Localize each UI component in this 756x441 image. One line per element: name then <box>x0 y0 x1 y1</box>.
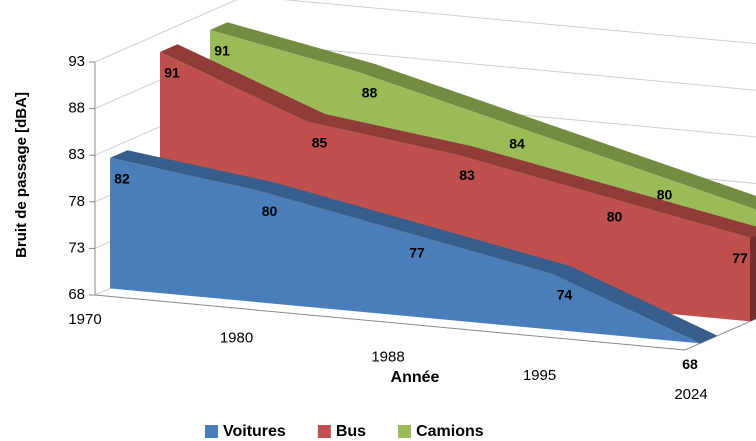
y-tick-label: 88 <box>68 100 85 117</box>
area-side <box>750 234 756 322</box>
x-tick-label: 1988 <box>371 348 404 365</box>
y-tick-label: 93 <box>68 53 85 70</box>
legend-swatch <box>317 425 331 438</box>
data-label: 82 <box>114 171 130 187</box>
data-label: 83 <box>459 167 475 183</box>
data-label: 84 <box>509 135 525 151</box>
data-label: 80 <box>657 187 673 203</box>
y-axis-title: Bruit de passage [dBA] <box>13 92 30 258</box>
data-label: 91 <box>164 65 180 81</box>
data-label: 77 <box>409 245 425 261</box>
legend-label: Bus <box>336 423 366 440</box>
legend-label: Camions <box>416 423 484 440</box>
legend-swatch <box>205 425 218 438</box>
data-label: 85 <box>312 134 328 150</box>
data-label: 80 <box>262 203 278 219</box>
y-tick-label: 73 <box>68 239 85 256</box>
grid-line <box>94 0 756 63</box>
x-tick-label: 1995 <box>523 367 556 384</box>
y-tick-label: 68 <box>68 286 85 303</box>
x-tick-label: 1980 <box>220 330 253 347</box>
data-label: 91 <box>214 43 230 59</box>
x-axis <box>94 294 756 351</box>
data-label: 80 <box>607 209 623 225</box>
legend-label: Voitures <box>223 423 286 440</box>
legend-swatch <box>398 425 412 438</box>
x-axis-title: Année <box>391 369 440 386</box>
data-label: 74 <box>557 286 573 302</box>
x-tick-label: 2024 <box>674 386 707 403</box>
y-tick-label: 78 <box>68 193 85 210</box>
y-tick-label: 83 <box>68 146 85 163</box>
x-tick-label: 1970 <box>68 311 101 328</box>
data-label: 68 <box>682 356 698 372</box>
data-label: 77 <box>732 250 748 266</box>
area <box>110 157 700 344</box>
area-top <box>210 22 756 210</box>
area-top <box>110 150 718 344</box>
data-label: 88 <box>362 84 378 100</box>
area-top <box>160 44 756 238</box>
